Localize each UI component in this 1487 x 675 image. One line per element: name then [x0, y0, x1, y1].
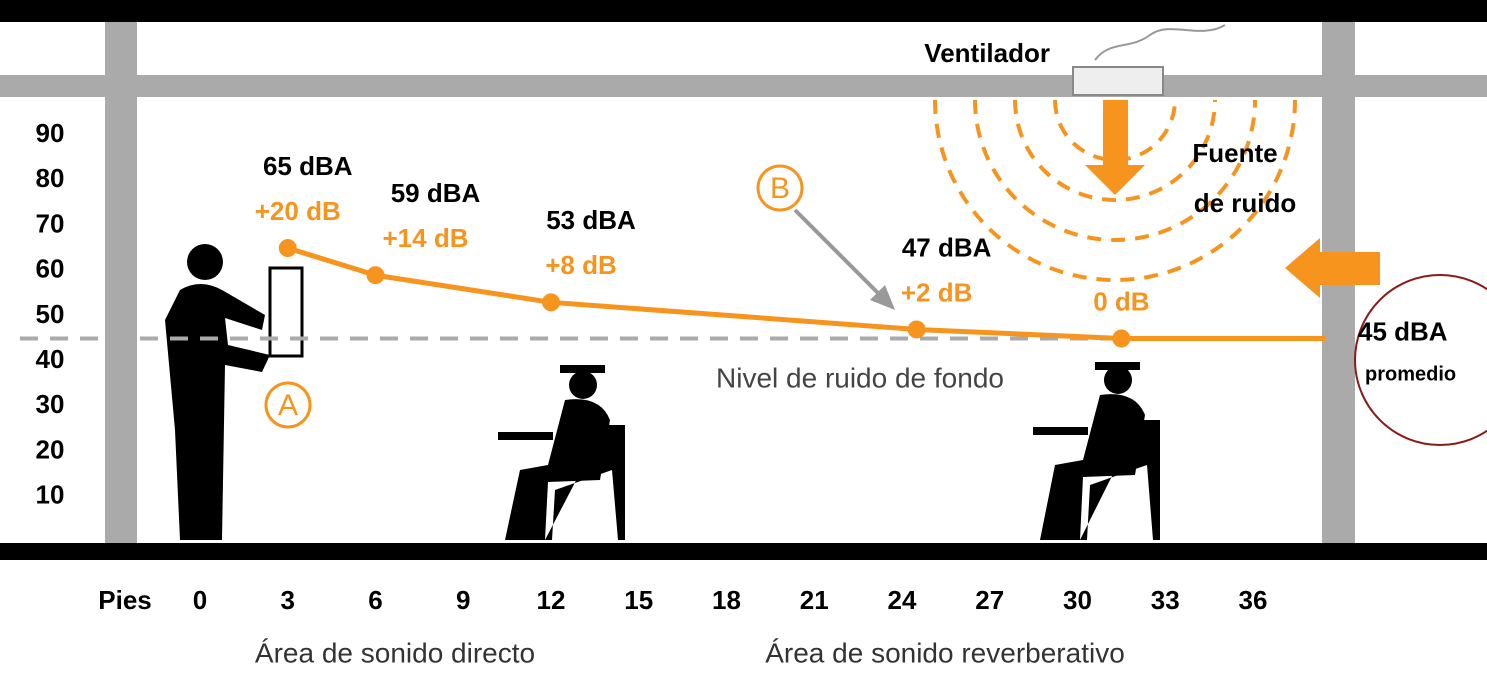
marker-b: B [770, 172, 790, 205]
pointer [793, 208, 882, 297]
point [278, 239, 297, 258]
x-tick-label: 33 [1151, 585, 1180, 615]
delta-label: +8 dB [545, 250, 617, 280]
x-tick-label: 21 [800, 585, 829, 615]
x-axis-label: Pies [98, 585, 152, 615]
y-tick-label: 10 [36, 480, 65, 510]
average-label: promedio [1365, 363, 1456, 385]
x-tick-label: 18 [712, 585, 741, 615]
y-tick-label: 90 [36, 118, 65, 148]
silhouettes [165, 244, 1160, 540]
meter [268, 266, 304, 358]
y-tick-label: 60 [36, 254, 65, 284]
y-tick-label: 20 [36, 434, 65, 464]
x-tick-label: 12 [537, 585, 566, 615]
point [1112, 329, 1131, 348]
x-tick-label: 9 [456, 585, 470, 615]
pointer-head [870, 285, 895, 310]
floor [0, 543, 1487, 560]
y-tick-label: 80 [36, 163, 65, 193]
x-tick-label: 6 [368, 585, 382, 615]
fan-cord [1094, 24, 1226, 61]
ceiling [0, 75, 1487, 97]
sound-waves [933, 99, 1297, 282]
point [542, 293, 560, 312]
marker-a-circle [264, 381, 312, 429]
left-arrow [1285, 238, 1380, 298]
delta-label: +14 dB [383, 223, 469, 253]
highlight-circle [1354, 274, 1487, 446]
fan-label: Ventilador [924, 38, 1050, 68]
y-tick-label: 40 [36, 344, 65, 374]
value-label: 53 dBA [546, 205, 636, 235]
delta-label: +2 dB [901, 277, 973, 307]
delta-label: +20 dB [255, 196, 341, 226]
y-tick-label: 30 [36, 389, 65, 419]
delta-label: 0 dB [1093, 286, 1149, 316]
value-label: 59 dBA [391, 178, 481, 208]
value-label: 65 dBA [263, 151, 353, 181]
point [907, 320, 926, 339]
value-label: 47 dBA [902, 232, 992, 262]
value-label: 45 dBA [1358, 316, 1448, 346]
x-tick-label: 15 [624, 585, 653, 615]
x-tick-label: 0 [193, 585, 207, 615]
x-tick-label: 24 [888, 585, 917, 615]
area-label: Área de sonido reverberativo [765, 637, 1125, 668]
series-line [287, 245, 1122, 341]
y-tick-label: 50 [36, 299, 65, 329]
x-tick-label: 3 [281, 585, 295, 615]
down-arrow [1085, 100, 1145, 195]
point [366, 266, 385, 285]
marker-a: A [278, 389, 298, 422]
area-label: Área de sonido directo [255, 637, 535, 668]
top-bar [0, 0, 1487, 22]
marker-b-circle [756, 164, 804, 212]
source-label: de ruido [1194, 188, 1297, 218]
x-tick-label: 30 [1063, 585, 1092, 615]
background-label: Nivel de ruido de fondo [716, 362, 1004, 393]
pillar [105, 22, 137, 545]
x-tick-label: 36 [1239, 585, 1268, 615]
source-label: Fuente [1192, 138, 1277, 168]
x-tick-label: 27 [975, 585, 1004, 615]
y-tick-label: 70 [36, 208, 65, 238]
fan [1072, 66, 1164, 96]
